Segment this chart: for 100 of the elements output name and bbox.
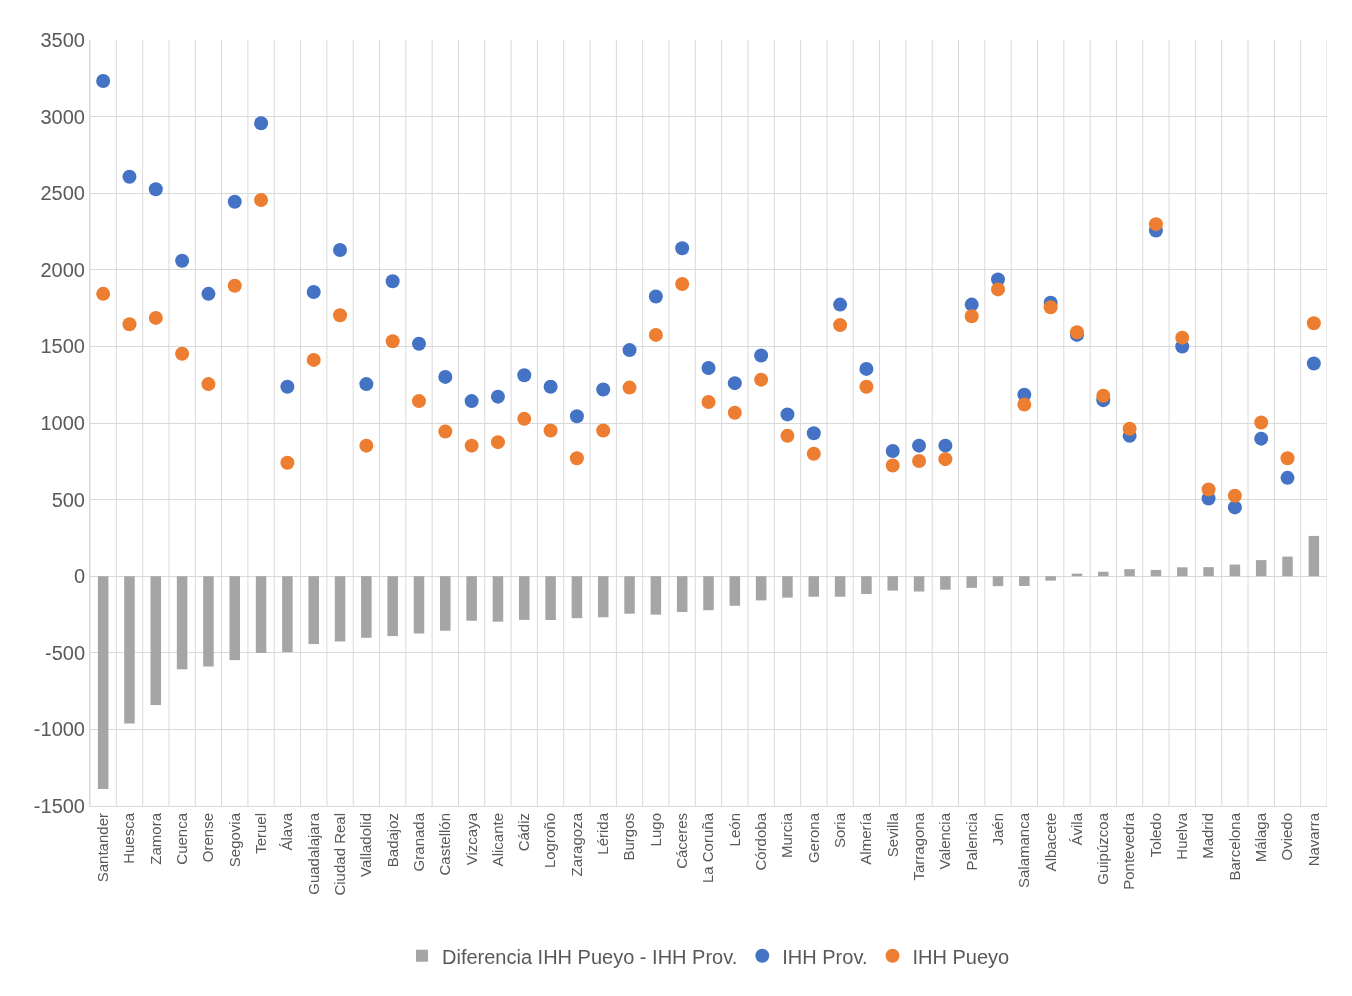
bar [97,576,109,789]
x-tick-label: Granada [409,812,427,872]
point [175,253,190,268]
y-tick-label: 2500 [40,182,85,205]
x-tick-label: Santander [94,813,112,883]
point [806,426,821,441]
bar [413,576,425,634]
x-tick-label: Ávila [1067,812,1085,846]
point [96,74,111,89]
bar [308,576,319,645]
point [1122,421,1137,436]
point [254,116,269,131]
bar [782,576,793,598]
bar [492,576,504,622]
point [1201,482,1216,497]
point [543,423,558,438]
bar [282,576,293,653]
x-tick-label: Soria [830,812,848,849]
y-tick-label: 3500 [40,29,85,51]
legend-label: IHH Prov. [782,945,868,968]
point [675,241,690,256]
x-tick-label: Córdoba [752,812,770,871]
point [1227,488,1242,503]
point [1306,316,1321,331]
point [622,380,637,395]
x-tick-label: Huesca [120,812,138,864]
x-tick-label: Guipúzcoa [1094,812,1112,885]
point [227,194,242,209]
y-tick-label: -500 [44,641,85,664]
point [780,407,795,422]
bar [545,576,556,621]
x-tick-label: Logroño [541,813,559,869]
bar [571,576,583,619]
x-tick-label: Jaén [988,813,1006,846]
x-tick-label: Valencia [936,812,954,870]
x-tick-label: Toledo [1146,813,1164,858]
bar [440,576,451,631]
point [727,405,742,420]
point [412,394,426,409]
point [359,438,374,453]
bar [519,576,530,620]
bar [808,576,820,597]
point [254,192,269,207]
bar [1019,576,1030,586]
point [938,438,953,453]
point [306,285,321,299]
bar [1045,576,1056,581]
x-tick-label: Castellón [436,813,454,876]
y-tick-label: 1000 [40,412,85,434]
x-tick-label: Valladolid [357,813,375,877]
x-tick-label: Albacete [1041,813,1059,872]
y-tick-label: 0 [73,565,85,588]
point [227,278,242,293]
point [596,382,611,397]
bar [229,576,241,661]
x-tick-label: Madrid [1199,813,1217,859]
point [148,182,163,197]
x-tick-label: Ciudad Real [330,813,348,896]
bar [176,576,188,670]
x-tick-label: Cáceres [673,813,691,869]
x-tick-label: Pontevedra [1120,812,1138,890]
bar [650,576,662,615]
bar [1203,567,1214,577]
bar [834,576,846,597]
point [1017,397,1032,412]
point [490,389,505,404]
bar [913,576,925,592]
point [280,379,295,394]
bar [387,576,398,637]
point [148,310,163,325]
x-tick-label: Teruel [251,813,269,854]
bar [992,576,1004,587]
x-tick-label: Cuenca [172,812,190,865]
point [991,282,1006,297]
x-tick-label: Orense [199,813,217,863]
x-tick-label: Sevilla [883,812,901,858]
point [1254,415,1269,430]
x-tick-label: Salamanca [1015,812,1033,889]
point [754,348,769,363]
point [385,274,400,289]
point [438,369,453,384]
point [359,377,374,392]
point [1043,300,1058,315]
bar [1255,560,1267,577]
x-tick-label: Burgos [620,813,638,861]
bar [1150,569,1162,577]
point [517,368,532,383]
point [333,308,348,323]
point [1280,470,1295,485]
x-tick-label: Navarra [1304,812,1322,867]
point [569,451,584,466]
x-tick-label: Barcelona [1225,812,1243,881]
bar [1098,571,1109,577]
point [622,343,637,358]
bar [887,576,898,591]
point [701,395,716,409]
point [912,438,927,453]
x-tick-label: Zaragoza [567,812,585,877]
bar [466,576,477,621]
point [122,317,137,332]
